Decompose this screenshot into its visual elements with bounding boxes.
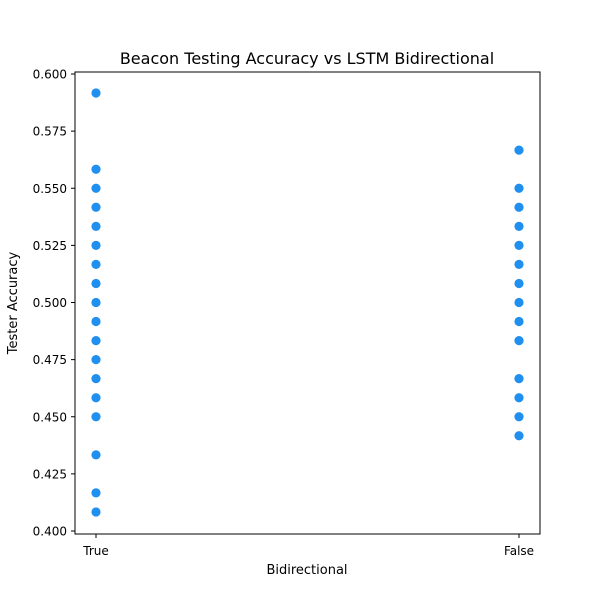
data-point	[91, 221, 101, 232]
data-point	[514, 240, 524, 250]
data-point	[91, 412, 101, 422]
data-point	[91, 240, 101, 250]
x-tick-label: True	[82, 544, 109, 558]
plot-frame	[74, 71, 541, 535]
data-point	[514, 278, 524, 289]
y-tick-label: 0.550	[33, 182, 67, 196]
data-point	[514, 221, 524, 232]
x-axis: True False	[82, 534, 534, 558]
data-point	[91, 336, 101, 346]
data-point	[91, 297, 101, 308]
chart-title: Beacon Testing Accuracy vs LSTM Bidirect…	[120, 49, 494, 68]
x-tick-label: False	[504, 544, 534, 558]
y-axis-label: Tester Accuracy	[6, 251, 21, 355]
data-point	[91, 316, 101, 327]
data-point	[514, 373, 524, 384]
data-point	[514, 336, 524, 346]
data-point	[91, 488, 101, 498]
data-point	[514, 183, 524, 193]
data-point	[514, 393, 524, 403]
y-tick-label: 0.425	[33, 467, 67, 481]
y-tick-label: 0.475	[33, 353, 67, 367]
plot-layer	[91, 88, 524, 517]
data-point	[514, 316, 524, 327]
data-point	[91, 202, 101, 212]
y-tick-label: 0.400	[33, 525, 67, 539]
y-tick-label: 0.525	[33, 239, 67, 253]
x-axis-label: Bidirectional	[266, 563, 347, 578]
data-point	[91, 183, 101, 193]
y-tick-label: 0.575	[33, 125, 67, 139]
data-point	[91, 259, 101, 269]
data-point	[514, 259, 524, 269]
y-axis: 0.400 0.425 0.450 0.475 0.500 0.525 0.550 0.575…	[33, 68, 75, 539]
data-point	[91, 355, 101, 365]
data-point	[514, 145, 524, 155]
data-point	[514, 297, 524, 308]
data-point	[91, 393, 101, 403]
data-point	[91, 373, 101, 384]
y-tick-label: 0.450	[33, 410, 67, 424]
y-tick-label: 0.600	[33, 68, 67, 82]
data-point	[91, 278, 101, 289]
data-point	[91, 88, 101, 98]
data-point	[91, 450, 101, 460]
data-point	[91, 164, 101, 174]
data-point	[514, 412, 524, 422]
y-tick-label: 0.500	[33, 296, 67, 310]
data-point	[514, 431, 524, 441]
data-point	[514, 202, 524, 212]
data-point	[91, 507, 101, 517]
